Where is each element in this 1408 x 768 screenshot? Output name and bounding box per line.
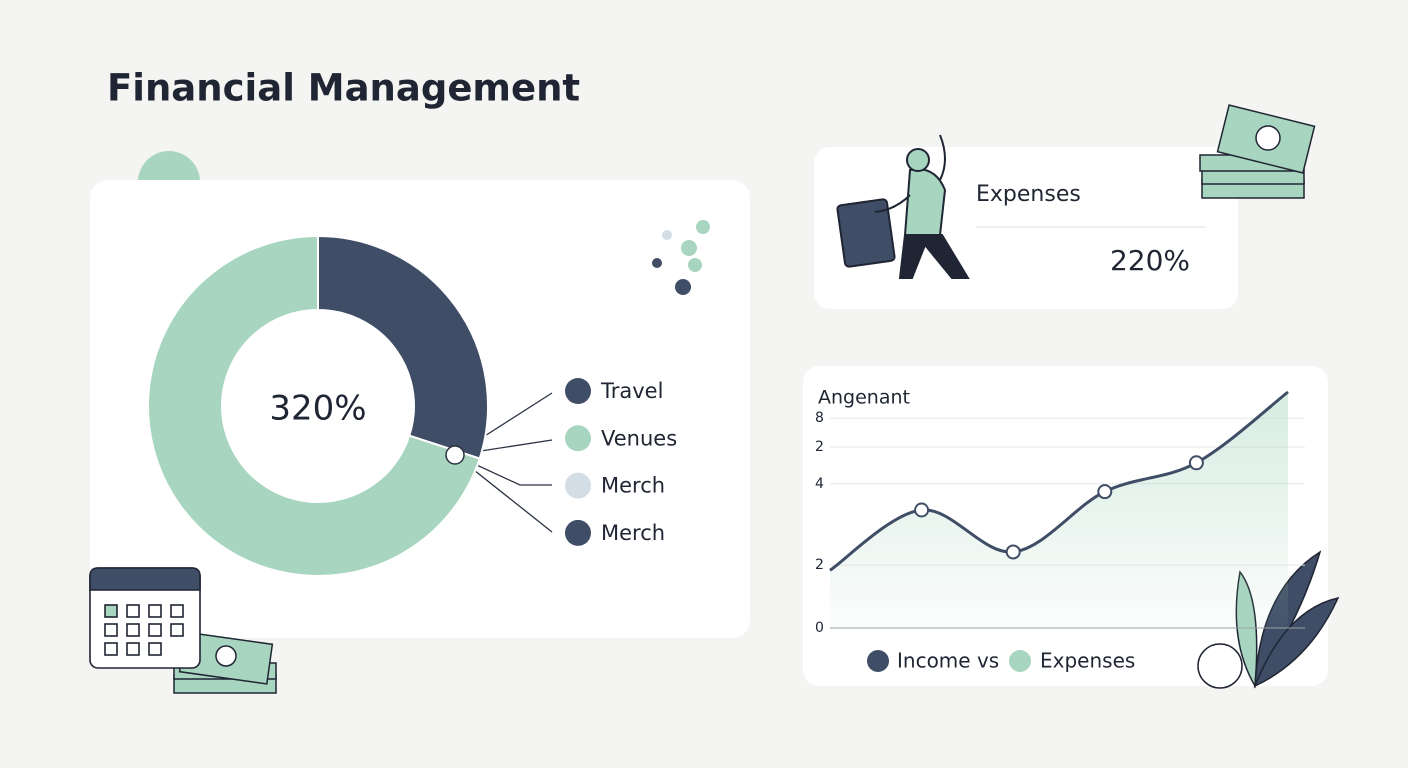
point (1005, 544, 1021, 560)
person-illustration (836, 134, 970, 279)
point (914, 502, 930, 518)
y-tick-label: 2 (815, 439, 824, 455)
area (830, 392, 1288, 628)
donut-slice (147, 234, 481, 577)
point (1097, 484, 1113, 500)
expenses-label: Expenses (976, 182, 1081, 207)
line (829, 390, 1289, 572)
decor-dots (652, 220, 710, 295)
legend-swatch (867, 650, 889, 672)
legend-label: Income vs (897, 649, 999, 673)
donut-center-label: 320% (269, 389, 366, 429)
legend-swatch (565, 472, 591, 499)
money-stack (173, 631, 277, 694)
leader-dot (445, 445, 465, 465)
chart-title: Angenant (818, 387, 910, 409)
y-tick-label: 8 (815, 410, 824, 426)
legend-label: Merch (601, 521, 665, 545)
money-stack (1199, 104, 1316, 199)
calendar-icon (89, 567, 201, 669)
legend-swatch (1009, 650, 1031, 672)
legend-swatch (565, 425, 591, 452)
legend-swatch (565, 378, 591, 404)
expenses-value: 220% (1110, 244, 1190, 277)
legend-swatch (565, 519, 591, 546)
y-tick-label: 4 (815, 476, 824, 492)
y-tick-label: 0 (815, 620, 824, 636)
legend-label: Venues (601, 426, 677, 450)
legend-label: Expenses (1040, 649, 1135, 673)
y-tick-label: 2 (815, 557, 824, 573)
point (1188, 455, 1204, 471)
donut-slice (317, 234, 489, 460)
legend-label: Travel (600, 379, 663, 403)
page-title: Financial Management (107, 67, 580, 110)
legend-label: Merch (601, 474, 665, 498)
